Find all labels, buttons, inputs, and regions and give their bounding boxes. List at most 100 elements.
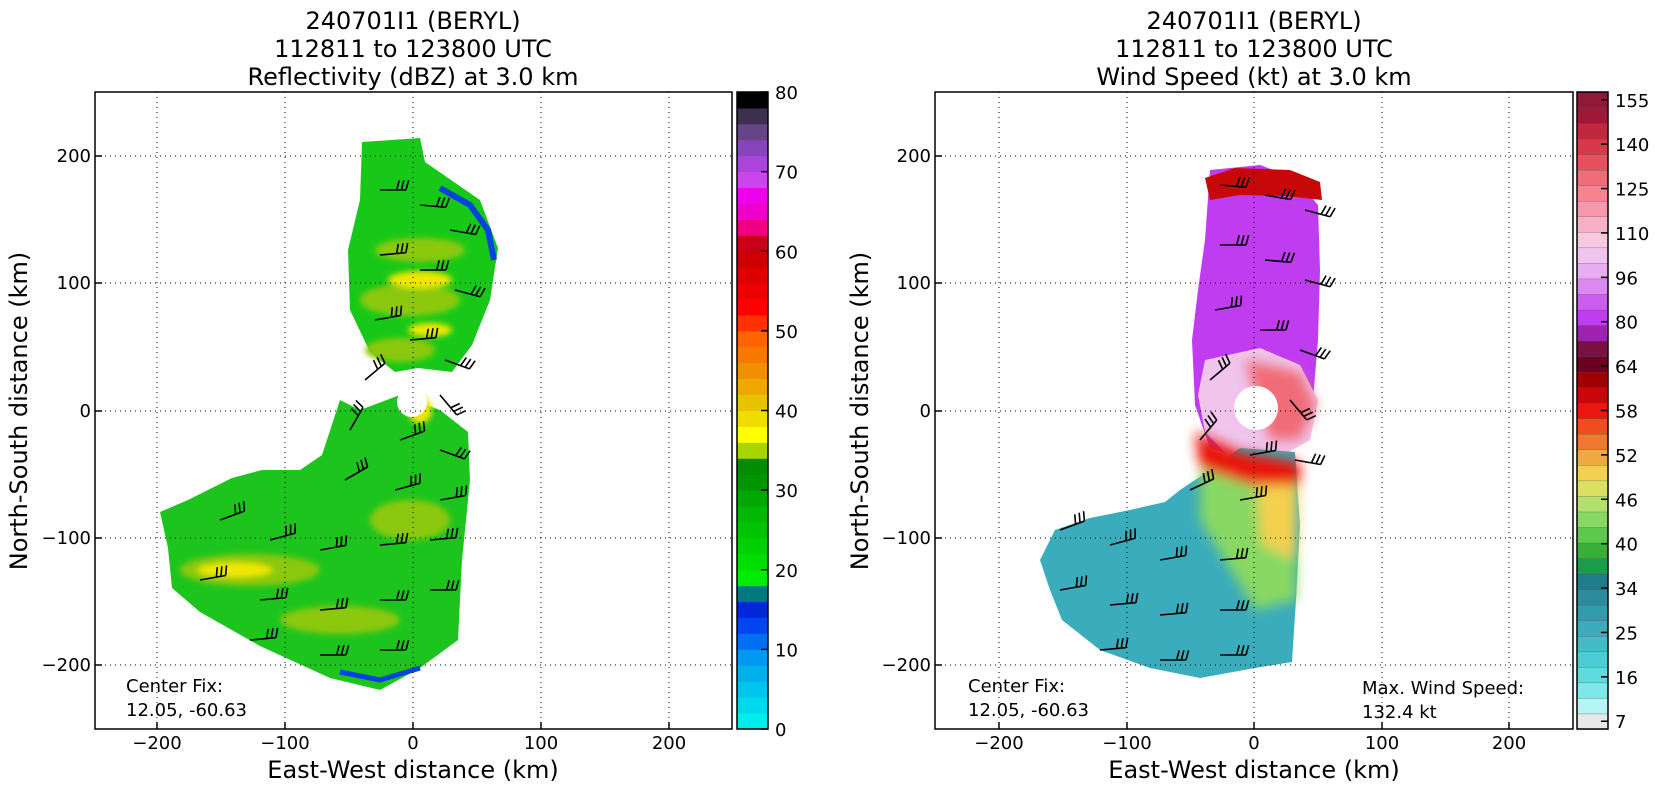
wind-barb: [320, 645, 350, 656]
right-y-axis-label: North-South distance (km): [846, 252, 874, 571]
wind-barb: [1289, 399, 1317, 421]
colorbar-swatch: [1576, 247, 1609, 264]
colorbar-tick-label: 40: [1615, 535, 1638, 556]
wind-barb: [1160, 650, 1190, 661]
wind-barb: [439, 447, 471, 460]
wind-barb: [374, 305, 403, 321]
right-x-tick-label: 0: [1248, 733, 1259, 754]
colorbar-swatch: [1576, 526, 1609, 544]
wind-barb: [199, 565, 228, 581]
wind-barb: [1099, 637, 1129, 651]
wind-barb: [364, 353, 386, 381]
wind-barb: [379, 242, 409, 256]
left-grid: [95, 92, 732, 729]
wind-barb: [1220, 600, 1250, 611]
colorbar-swatch: [737, 649, 768, 666]
colorbar-swatch: [737, 92, 768, 109]
wind-barb: [1264, 188, 1296, 201]
colorbar-swatch: [1576, 480, 1609, 497]
colorbar-tick-label: 25: [1615, 623, 1638, 644]
colorbar-swatch: [737, 203, 768, 220]
colorbar-tick-label: 125: [1615, 180, 1649, 201]
left-y-tick-label: 100: [57, 273, 91, 294]
colorbar-tick-label: 60: [775, 242, 798, 263]
right-y-tick-label: 0: [920, 401, 931, 422]
left-title-line-3: Reflectivity (dBZ) at 3.0 km: [248, 63, 579, 91]
right-grid: [935, 92, 1573, 729]
colorbar-swatch: [1576, 495, 1609, 513]
wind-barb: [419, 196, 451, 209]
colorbar-swatch: [737, 139, 768, 157]
colorbar-tick-label: 30: [775, 481, 798, 502]
colorbar-swatch: [1576, 542, 1609, 559]
colorbar-swatch: [1576, 557, 1609, 575]
colorbar-swatch: [1576, 309, 1609, 326]
wind-barb: [344, 457, 369, 481]
left-x-tick-label: 0: [407, 733, 418, 754]
colorbar-tick-label: 155: [1615, 91, 1649, 112]
colorbar-swatch: [1576, 635, 1609, 652]
colorbar-swatch: [1576, 464, 1609, 482]
left-y-tick-label: −100: [42, 528, 91, 549]
right-tick-marks: [935, 155, 1510, 729]
wind-barb: [349, 399, 364, 431]
colorbar-swatch: [1576, 153, 1609, 171]
reflectivity-panel: 240701I1 (BERYL) 112811 to 123800 UTC Re…: [5, 7, 798, 784]
left-y-tick-labels: 200 100 0 −100 −200: [42, 146, 91, 676]
colorbar-swatch: [737, 633, 768, 650]
wind-barb: [394, 473, 421, 491]
colorbar-swatch: [737, 299, 768, 316]
colorbar-swatch: [1576, 185, 1609, 202]
left-x-tick-label: −100: [260, 733, 309, 754]
colorbar-tick-label: 34: [1615, 579, 1638, 600]
colorbar-tick-label: 52: [1615, 446, 1638, 467]
colorbar-swatch: [1576, 231, 1609, 249]
colorbar-swatch: [737, 155, 768, 173]
wind-barb: [449, 223, 481, 236]
wind-barb: [1214, 295, 1243, 311]
colorbar-swatch: [737, 601, 768, 619]
colorbar-tick-label: 80: [775, 83, 798, 104]
colorbar-swatch: [737, 442, 768, 459]
colorbar-swatch: [737, 235, 768, 252]
colorbar-tick-label: 20: [775, 561, 798, 582]
wind-barb: [1219, 176, 1251, 189]
colorbar-swatch: [1576, 682, 1609, 699]
colorbar-tick-label: 50: [775, 322, 798, 343]
colorbar-swatch: [1576, 604, 1609, 621]
colorbar-swatch: [737, 458, 768, 475]
colorbar-tick-label: 110: [1615, 224, 1649, 245]
left-x-axis-label: East-West distance (km): [267, 756, 558, 784]
right-x-tick-label: −200: [974, 733, 1023, 754]
colorbar-swatch: [1576, 293, 1609, 311]
colorbar-swatch: [737, 681, 768, 698]
colorbar-tick-label: 10: [775, 640, 798, 661]
right-y-tick-label: 100: [897, 273, 931, 294]
colorbar-swatch: [1576, 651, 1609, 668]
right-y-tick-label: −100: [882, 528, 931, 549]
right-y-tick-labels: 200 100 0 −100 −200: [882, 146, 931, 676]
colorbar-swatch: [737, 378, 768, 396]
colorbar-swatch: [1576, 169, 1609, 186]
reflectivity-field: [160, 138, 498, 690]
colorbar-swatch: [737, 251, 768, 268]
wind-barb: [379, 532, 409, 546]
wind-barb: [1264, 251, 1296, 264]
colorbar-swatch: [1576, 324, 1609, 342]
wind-barb: [1109, 528, 1136, 546]
wind-speed-panel: 240701I1 (BERYL) 112811 to 123800 UTC Wi…: [846, 7, 1649, 784]
colorbar-swatch: [1576, 355, 1609, 373]
colorbar-swatch: [737, 283, 768, 300]
colorbar-swatch: [1576, 107, 1609, 124]
reflectivity-colorbar-ticks: 0 10 20 30 40 50 60 70 80: [761, 83, 798, 741]
colorbar-tick-label: 0: [775, 720, 786, 741]
colorbar-tick-label: 64: [1615, 357, 1638, 378]
right-x-axis-label: East-West distance (km): [1108, 756, 1399, 784]
reflectivity-edge-south: [339, 665, 421, 683]
wind-barb: [219, 501, 246, 521]
wind-barb: [454, 285, 486, 298]
left-y-tick-label: 200: [57, 146, 91, 167]
wind-barbs: [199, 180, 486, 656]
wind-barb: [380, 640, 410, 651]
wind-barb: [1304, 275, 1336, 288]
